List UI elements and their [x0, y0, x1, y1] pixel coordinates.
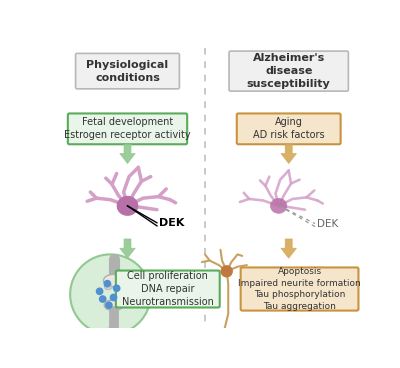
Circle shape	[70, 254, 151, 335]
FancyBboxPatch shape	[68, 113, 187, 144]
Circle shape	[99, 295, 106, 303]
Ellipse shape	[104, 284, 112, 290]
Text: Cell proliferation
DNA repair
Neurotransmission: Cell proliferation DNA repair Neurotrans…	[122, 271, 214, 307]
Polygon shape	[281, 144, 296, 163]
Circle shape	[113, 284, 120, 292]
Text: Physiological
conditions: Physiological conditions	[86, 60, 168, 83]
Ellipse shape	[220, 265, 233, 277]
Circle shape	[104, 280, 111, 287]
FancyBboxPatch shape	[241, 268, 358, 311]
Polygon shape	[120, 239, 135, 258]
Text: DEK: DEK	[158, 218, 184, 228]
Text: Fetal development
Estrogen receptor activity: Fetal development Estrogen receptor acti…	[64, 117, 191, 141]
Text: Apoptosis
Impaired neurite formation
Tau phosphorylation
Tau aggregation: Apoptosis Impaired neurite formation Tau…	[238, 267, 361, 311]
Polygon shape	[120, 144, 135, 163]
Polygon shape	[281, 239, 296, 258]
Circle shape	[96, 287, 104, 295]
Circle shape	[105, 301, 113, 309]
Ellipse shape	[104, 300, 123, 311]
FancyBboxPatch shape	[76, 53, 180, 89]
FancyBboxPatch shape	[229, 51, 348, 91]
Text: Aging
AD risk factors: Aging AD risk factors	[253, 117, 324, 141]
FancyBboxPatch shape	[237, 113, 341, 144]
Circle shape	[110, 294, 118, 301]
Text: Alzheimer's
disease
susceptibility: Alzheimer's disease susceptibility	[247, 53, 330, 89]
Ellipse shape	[270, 198, 287, 214]
Ellipse shape	[117, 196, 138, 216]
FancyBboxPatch shape	[116, 270, 220, 308]
Text: DEK: DEK	[317, 219, 338, 229]
Ellipse shape	[106, 328, 121, 335]
Ellipse shape	[104, 275, 124, 287]
